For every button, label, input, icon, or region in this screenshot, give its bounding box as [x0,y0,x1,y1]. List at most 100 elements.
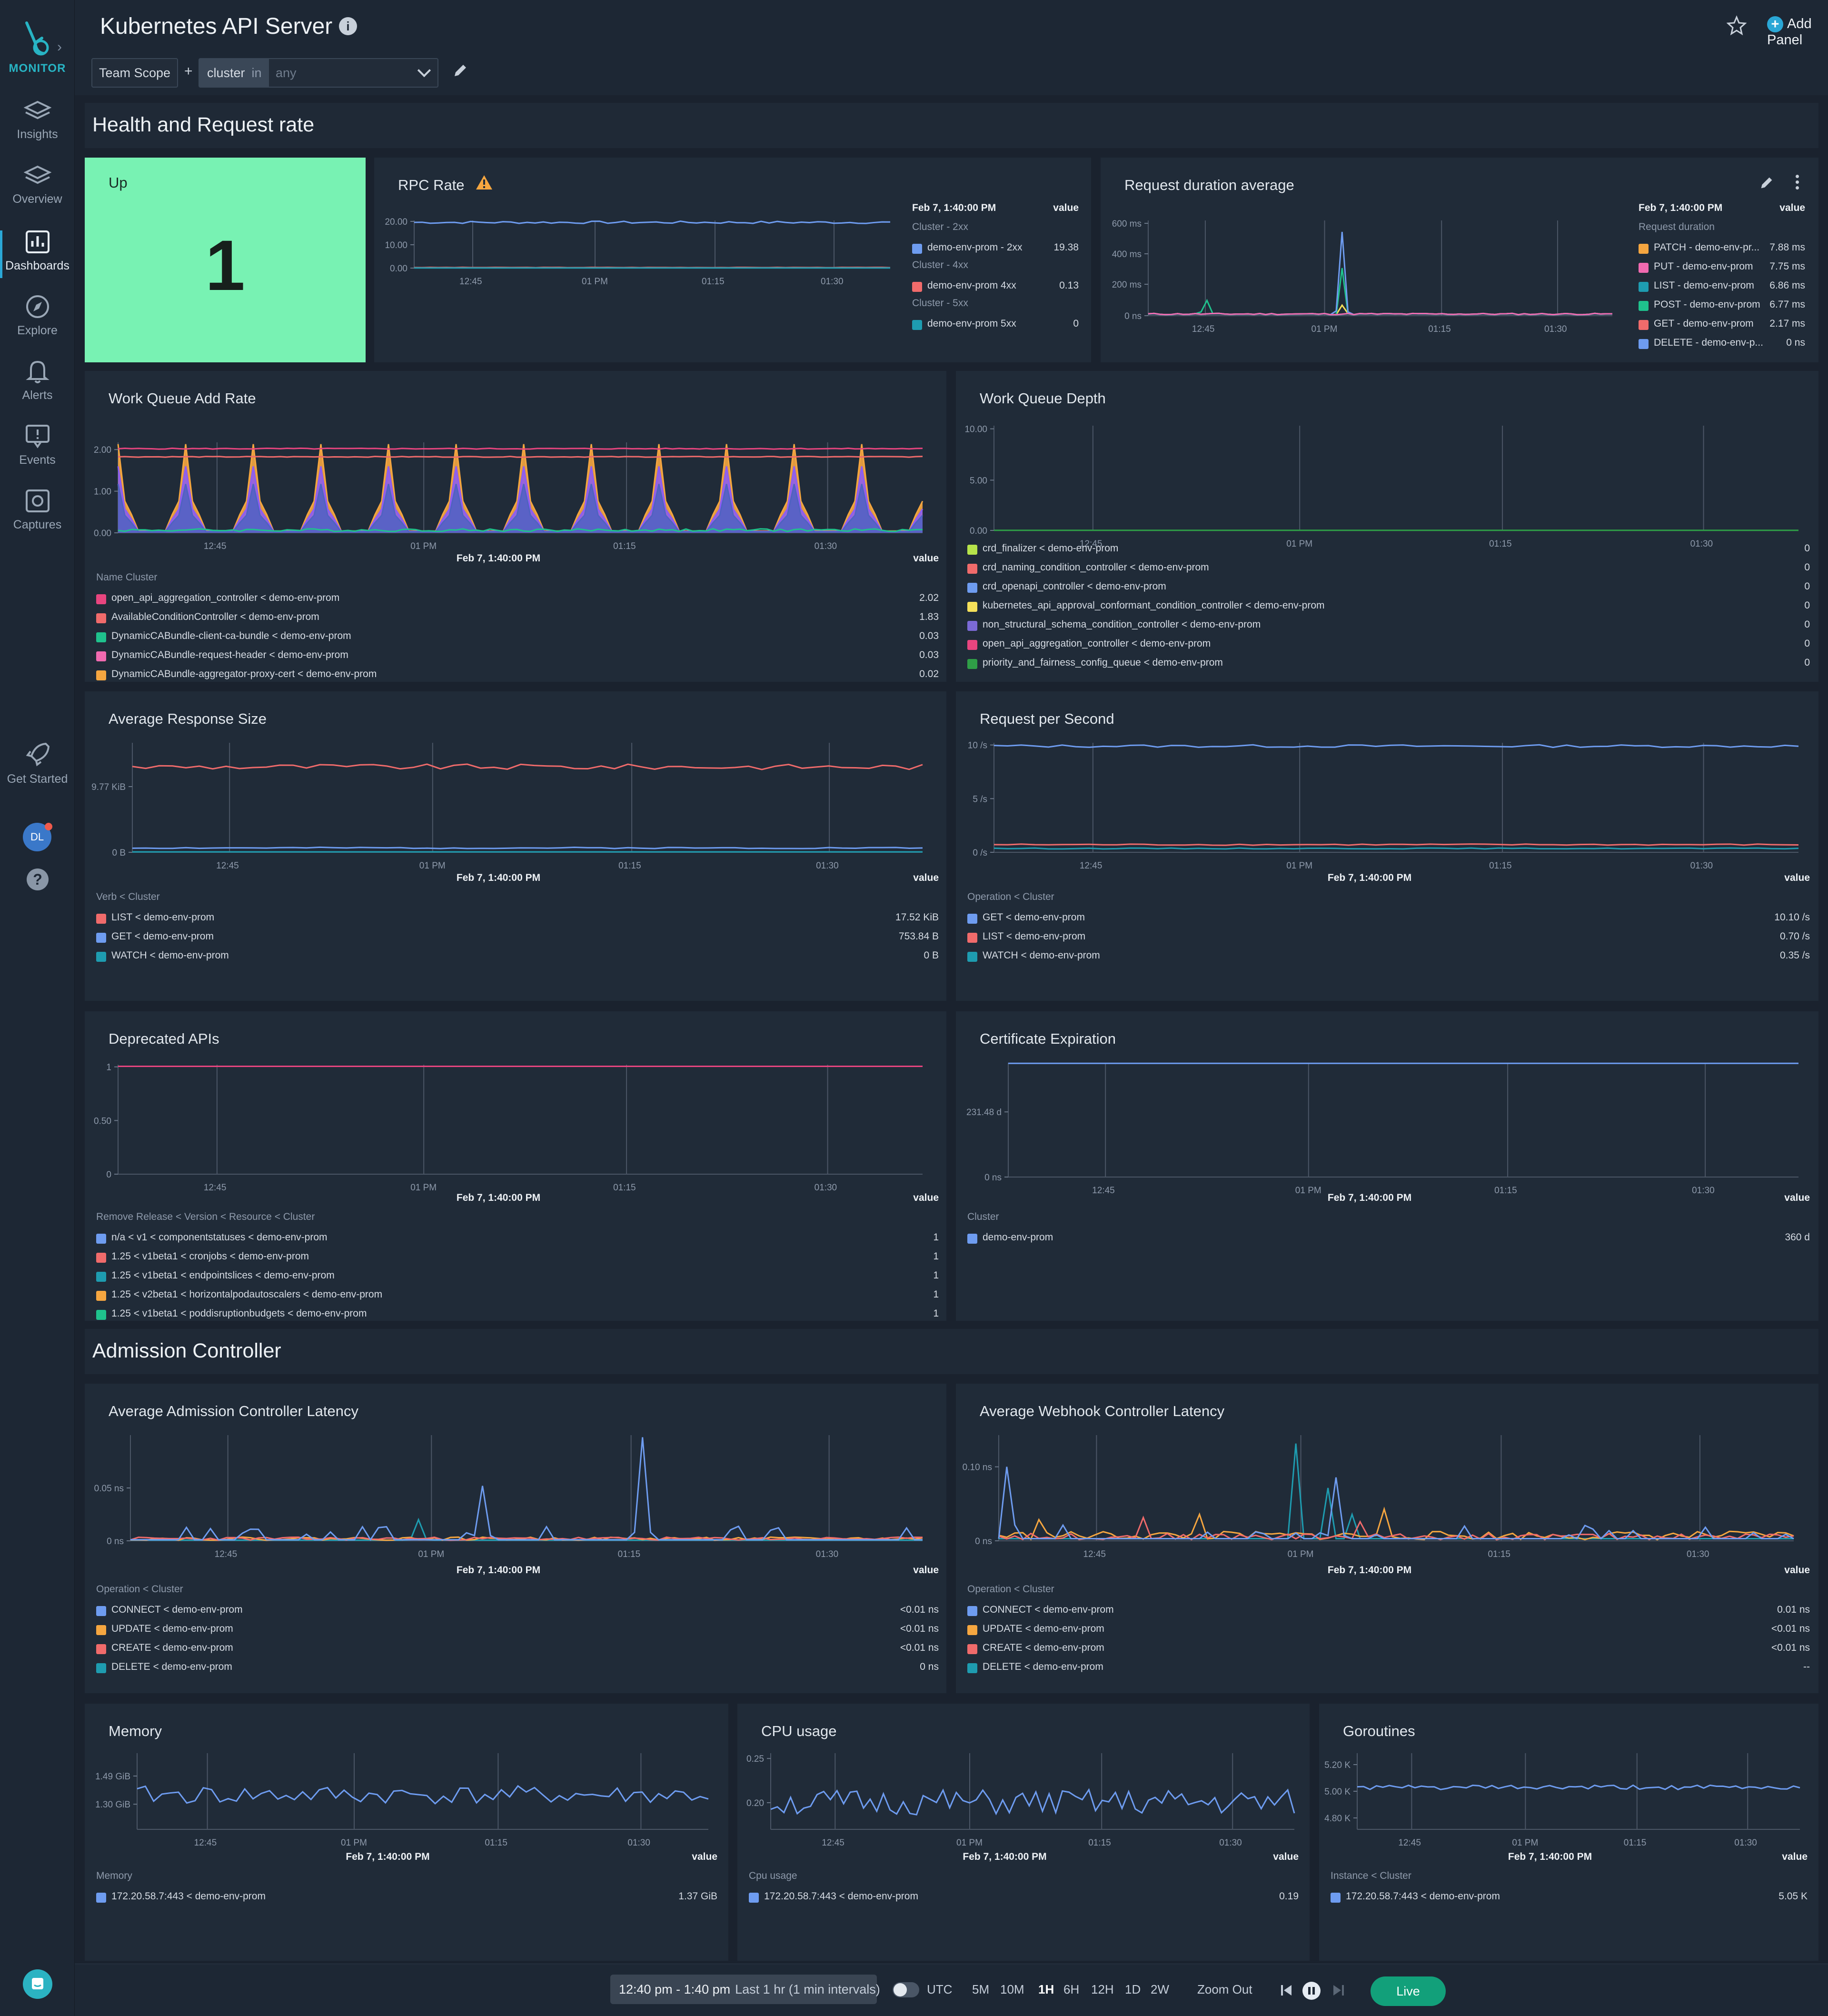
legend-swatch [967,933,977,943]
skip-forward-icon[interactable] [1331,1983,1346,1997]
series-line [998,1467,1794,1540]
time-range-picker[interactable]: 12:40 pm - 1:40 pm Last 1 hr (1 min inter… [610,1975,880,2004]
legend-swatch [967,1234,977,1244]
legend-row: CONNECT < demo-env-prom <0.01 ns [96,1603,939,1617]
panel-title: CPU usage [761,1723,837,1739]
info-icon[interactable]: i [339,17,357,35]
admission-latency-panel[interactable]: Average Admission Controller Latency 12:4… [85,1384,946,1693]
legend-group-label: Request duration [1639,221,1715,232]
chat-icon[interactable] [23,1969,52,1999]
dep-legend: Feb 7, 1:40:00 PM value Remove Release < V… [96,1192,939,1320]
legend-group-label: Operation < Cluster [96,1584,183,1595]
y-tick-label: 1 [106,1063,111,1073]
x-tick-label: 01 PM [1295,1186,1321,1196]
y-tick-label: 5.20 K [1324,1760,1351,1770]
nav-dashboards[interactable]: Dashboards [0,230,75,287]
legend-label: LIST - demo-env-prom [1654,280,1754,291]
goroutines-panel[interactable]: Goroutines 12:45 01 PM 01:15 01:30 5.20 K 5.00… [1319,1704,1818,1961]
legend-label: PATCH - demo-env-pr... [1654,242,1760,253]
request-duration-panel[interactable]: Request duration average 12:45 01 PM 01:15… [1101,158,1818,362]
series-line [130,1536,923,1541]
add-filter-icon[interactable]: + [184,63,193,79]
legend-value-header: value [913,1192,939,1203]
legend-row: UPDATE < demo-env-prom <0.01 ns [96,1622,939,1636]
range-2w-button[interactable]: 2W [1151,1982,1169,1996]
x-tick-label: 01:30 [1687,1549,1709,1559]
nav-explore[interactable]: Explore [0,294,75,351]
legend-row: CONNECT < demo-env-prom 0.01 ns [967,1603,1810,1617]
legend-swatch [749,1893,759,1903]
legend-label: crd_finalizer < demo-env-prom [983,543,1119,554]
live-button[interactable]: Live [1371,1976,1446,2006]
nav-get-started[interactable]: Get Started [0,741,75,798]
x-tick-label: 01:30 [1219,1838,1242,1848]
utc-toggle[interactable] [893,1982,919,1997]
deprecated-apis-panel[interactable]: Deprecated APIs 12:45 01 PM 01:15 01:30 1 0.50… [85,1011,946,1321]
nav-alerts[interactable]: Alerts [0,359,75,416]
range-12h-button[interactable]: 12H [1091,1982,1114,1996]
panel-menu-icon[interactable] [1796,175,1799,192]
legend-label: DynamicCABundle-client-ca-bundle < demo-… [111,630,351,641]
expand-chevron-icon[interactable]: › [57,39,62,55]
gor-legend: Feb 7, 1:40:00 PM value Instance < Cluster… [1331,1851,1808,1946]
avg-response-size-panel[interactable]: Average Response Size 12:45 01 PM 01:15 01:3… [85,691,946,1001]
x-tick-label: 12:45 [1080,539,1103,549]
add-panel-button[interactable]: + Add Panel [1767,16,1828,48]
y-tick-label: 0 /s [973,848,987,858]
webhook-latency-panel[interactable]: Average Webhook Controller Latency 12:45 0… [956,1384,1818,1693]
legend-value-header: value [1779,202,1805,213]
legend-swatch [967,1663,977,1673]
skip-back-icon[interactable] [1279,1983,1293,1997]
range-6h-button[interactable]: 6H [1063,1982,1080,1996]
memory-panel[interactable]: Memory 12:45 01 PM 01:15 01:30 1.49 GiB 1.30 G… [85,1704,728,1961]
series-line [117,466,924,532]
x-tick-label: 01:15 [1489,861,1512,871]
legend-label: DELETE < demo-env-prom [983,1661,1103,1672]
x-tick-label: 01 PM [1286,861,1312,871]
range-5m-button[interactable]: 5M [972,1982,990,1996]
legend-timestamp: Feb 7, 1:40:00 PM [456,872,541,883]
legend-value-header: value [692,1851,717,1862]
legend-value: <0.01 ns [900,1642,939,1653]
x-tick-label: 01:15 [618,1549,641,1559]
nav-overview[interactable]: Overview [0,165,75,222]
favorite-star-icon[interactable] [1727,15,1747,35]
legend-timestamp: Feb 7, 1:40:00 PM [346,1851,430,1862]
help-icon[interactable]: ? [27,868,49,890]
rpc-rate-panel[interactable]: RPC Rate 12:45 01 PM 01:15 01:30 20.00 10.00 0… [374,158,1091,362]
request-per-second-panel[interactable]: Request per Second 12:45 01 PM 01:15 01:30 10… [956,691,1818,1001]
legend-label: crd_naming_condition_controller < demo-e… [983,562,1209,573]
edit-panel-icon[interactable] [1758,174,1776,192]
team-scope-button[interactable]: Team Scope [91,58,178,88]
zoom-out-button[interactable]: Zoom Out [1197,1982,1252,1996]
legend-row: open_api_aggregation_controller < demo-e… [967,637,1810,651]
legend-label: demo-env-prom 5xx [927,318,1016,329]
user-avatar[interactable]: DL [23,823,52,851]
warning-icon[interactable] [475,174,493,191]
legend-value: 0 ns [920,1661,939,1672]
brand-label: MONITOR [9,62,66,75]
range-1h-button[interactable]: 1H [1038,1982,1054,1996]
monitor-logo[interactable]: › MONITOR [0,10,75,81]
nav-events[interactable]: Events [0,424,75,481]
y-tick-label: 231.48 d [966,1108,1002,1118]
y-tick-label: 10.00 [964,425,987,435]
legend-label: demo-env-prom - 2xx [927,242,1023,253]
legend-row: LIST < demo-env-prom 17.52 KiB [96,910,939,925]
up-panel[interactable]: Up 1 [85,158,366,362]
legend-swatch [1639,282,1649,292]
nav-insights[interactable]: Insights [0,100,75,157]
work-queue-add-rate-panel[interactable]: Work Queue Add Rate 12:45 01 PM 01:15 01:30 2… [85,371,946,682]
legend-value: 19.38 [1053,242,1079,253]
legend-value: <0.01 ns [900,1604,939,1615]
cpu-usage-panel[interactable]: CPU usage 12:45 01 PM 01:15 01:30 0.25 0.20 Feb… [737,1704,1310,1961]
pause-icon[interactable] [1302,1981,1321,2000]
scope-filter[interactable]: cluster in any [199,58,438,88]
range-10m-button[interactable]: 10M [1000,1982,1024,1996]
work-queue-depth-panel[interactable]: Work Queue Depth 12:45 01 PM 01:15 01:30 10.0… [956,371,1818,682]
edit-scope-icon[interactable] [451,61,470,80]
nav-label: Captures [13,518,62,531]
certificate-expiration-panel[interactable]: Certificate Expiration 12:45 01 PM 01:15 01:… [956,1011,1818,1321]
nav-captures[interactable]: Captures [0,489,75,546]
range-1d-button[interactable]: 1D [1125,1982,1141,1996]
